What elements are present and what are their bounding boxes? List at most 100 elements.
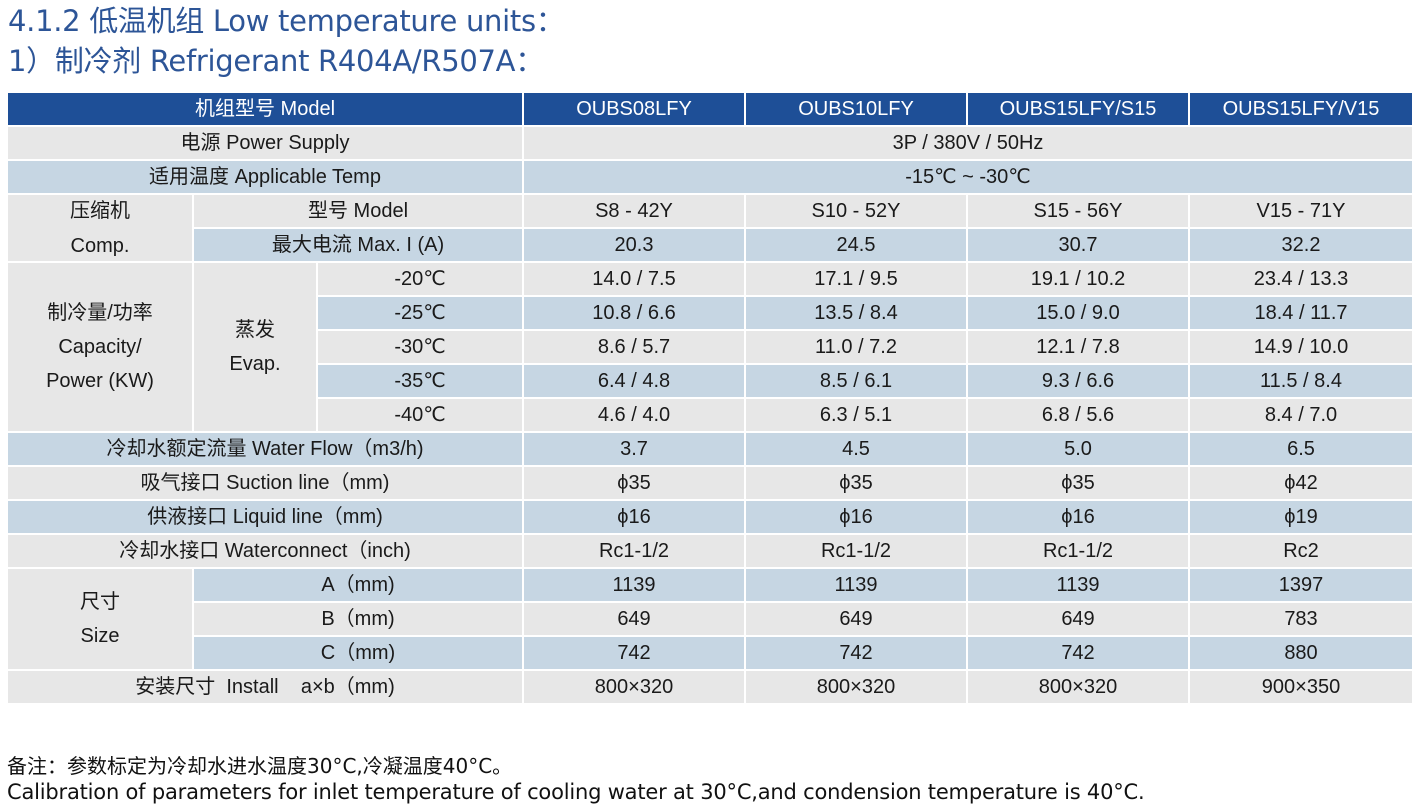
suction-line-row: 吸气接口 Suction line（mm) ϕ35 ϕ35 ϕ35 ϕ42 — [6, 465, 1414, 501]
capacity-cell: 8.5 / 6.1 — [744, 363, 968, 399]
capacity-row: 制冷量/功率 Capacity/ Power (KW) 蒸发 Evap. -20… — [6, 261, 1414, 433]
size-row: 尺寸 Size A（mm) 1139 1139 1139 1397 — [6, 567, 1414, 671]
evap-temp-label: -25℃ — [316, 295, 524, 331]
capacity-group-en2: Power (KW) — [46, 370, 154, 392]
size-cell: 649 — [744, 601, 968, 637]
capacity-group-label: 制冷量/功率 Capacity/ Power (KW) — [6, 261, 194, 433]
size-group-label: 尺寸 Size — [6, 567, 194, 671]
evap-temp-label: -35℃ — [316, 363, 524, 399]
compressor-group-en: Comp. — [70, 234, 130, 257]
capacity-cell: 8.6 / 5.7 — [522, 329, 746, 365]
max-current-2: 24.5 — [744, 227, 968, 263]
power-supply-row: 电源 Power Supply 3P / 380V / 50Hz — [6, 125, 1414, 161]
capacity-cell: 6.3 / 5.1 — [744, 397, 968, 433]
capacity-row: -40℃ 4.6 / 4.0 6.3 / 5.1 6.8 / 5.6 8.4 /… — [7, 397, 1414, 433]
capacity-group-cn: 制冷量/功率 — [47, 302, 153, 324]
liquid-line-cell: ϕ16 — [522, 499, 746, 535]
max-current-label: 最大电流 Max. I (A) — [192, 227, 524, 263]
size-group-cn: 尺寸 — [80, 591, 120, 613]
suction-line-cell: ϕ35 — [744, 465, 968, 501]
size-row: C（mm) 742 742 742 880 — [7, 635, 1414, 671]
capacity-cell: 15.0 / 9.0 — [966, 295, 1190, 331]
suction-line-cell: ϕ35 — [966, 465, 1190, 501]
waterconnect-cell: Rc1-1/2 — [744, 533, 968, 569]
waterconnect-row: 冷却水接口 Waterconnect（inch) Rc1-1/2 Rc1-1/2… — [6, 533, 1414, 569]
capacity-row: -35℃ 6.4 / 4.8 8.5 / 6.1 9.3 / 6.6 11.5 … — [7, 363, 1414, 399]
suction-line-cell: ϕ35 — [522, 465, 746, 501]
max-current-row: 最大电流 Max. I (A) 20.3 24.5 30.7 32.2 — [7, 227, 1414, 263]
max-current-3: 30.7 — [966, 227, 1190, 263]
water-flow-cell: 5.0 — [966, 431, 1190, 467]
water-flow-row: 冷却水额定流量 Water Flow（m3/h) 3.7 4.5 5.0 6.5 — [6, 431, 1414, 467]
size-cell: 742 — [522, 635, 746, 671]
capacity-cell: 12.1 / 7.8 — [966, 329, 1190, 365]
size-cell: 880 — [1188, 635, 1414, 671]
evap-cn: 蒸发 — [235, 319, 275, 341]
liquid-line-cell: ϕ16 — [966, 499, 1190, 535]
capacity-cell: 6.8 / 5.6 — [966, 397, 1190, 433]
compressor-model-row: 压缩机 Comp. 型号 Model S8 - 42Y S10 - 52Y S1… — [6, 193, 1414, 263]
waterconnect-cell: Rc1-1/2 — [522, 533, 746, 569]
size-cell: 1139 — [966, 567, 1190, 603]
capacity-cell: 17.1 / 9.5 — [744, 261, 968, 297]
section-heading: 4.1.2 低温机组 Low temperature units： — [8, 4, 565, 38]
model-header-label: 机组型号 Model — [6, 91, 524, 127]
capacity-cell: 23.4 / 13.3 — [1188, 261, 1414, 297]
capacity-cell: 4.6 / 4.0 — [522, 397, 746, 433]
note-cn: 备注：参数标定为冷却水进水温度30°C,冷凝温度40°C。 — [7, 754, 513, 778]
liquid-line-cell: ϕ16 — [744, 499, 968, 535]
capacity-cell: 11.5 / 8.4 — [1188, 363, 1414, 399]
applicable-temp-row: 适用温度 Applicable Temp -15℃ ~ -30℃ — [6, 159, 1414, 195]
install-label: 安装尺寸 Install a×b（mm) — [6, 669, 524, 705]
max-current-1: 20.3 — [522, 227, 746, 263]
liquid-line-row: 供液接口 Liquid line（mm) ϕ16 ϕ16 ϕ16 ϕ19 — [6, 499, 1414, 535]
evap-temp-label: -30℃ — [316, 329, 524, 365]
model-header-3: OUBS15LFY/S15 — [966, 91, 1190, 127]
power-supply-value: 3P / 380V / 50Hz — [522, 125, 1414, 161]
install-cell: 900×350 — [1188, 669, 1414, 705]
size-cell: 649 — [966, 601, 1190, 637]
size-cell: 1139 — [522, 567, 746, 603]
evap-temp-label: -40℃ — [316, 397, 524, 433]
size-dim-label: B（mm) — [192, 601, 524, 637]
liquid-line-cell: ϕ19 — [1188, 499, 1414, 535]
install-row: 安装尺寸 Install a×b（mm) 800×320 800×320 800… — [6, 669, 1414, 705]
model-header-1: OUBS08LFY — [522, 91, 746, 127]
applicable-temp-label: 适用温度 Applicable Temp — [6, 159, 524, 195]
size-cell: 783 — [1188, 601, 1414, 637]
compressor-model-2: S10 - 52Y — [744, 193, 968, 229]
water-flow-cell: 3.7 — [522, 431, 746, 467]
compressor-group-cn: 压缩机 — [70, 199, 130, 222]
model-header-4: OUBS15LFY/V15 — [1188, 91, 1414, 127]
size-cell: 742 — [966, 635, 1190, 671]
size-cell: 1397 — [1188, 567, 1414, 603]
waterconnect-cell: Rc2 — [1188, 533, 1414, 569]
install-cell: 800×320 — [744, 669, 968, 705]
water-flow-cell: 6.5 — [1188, 431, 1414, 467]
waterconnect-cell: Rc1-1/2 — [966, 533, 1190, 569]
size-dim-label: A（mm) — [192, 567, 524, 603]
size-cell: 1139 — [744, 567, 968, 603]
size-group-en: Size — [80, 625, 120, 647]
model-header-2: OUBS10LFY — [744, 91, 968, 127]
capacity-cell: 19.1 / 10.2 — [966, 261, 1190, 297]
install-cell: 800×320 — [966, 669, 1190, 705]
power-supply-label: 电源 Power Supply — [6, 125, 524, 161]
size-dim-label: C（mm) — [192, 635, 524, 671]
capacity-cell: 13.5 / 8.4 — [744, 295, 968, 331]
spec-table: 机组型号 Model OUBS08LFY OUBS10LFY OUBS15LFY… — [6, 91, 1414, 705]
water-flow-cell: 4.5 — [744, 431, 968, 467]
capacity-group-en1: Capacity/ — [58, 336, 142, 358]
liquid-line-label: 供液接口 Liquid line（mm) — [6, 499, 524, 535]
capacity-row: -30℃ 8.6 / 5.7 11.0 / 7.2 12.1 / 7.8 14.… — [7, 329, 1414, 365]
suction-line-cell: ϕ42 — [1188, 465, 1414, 501]
waterconnect-label: 冷却水接口 Waterconnect（inch) — [6, 533, 524, 569]
capacity-cell: 10.8 / 6.6 — [522, 295, 746, 331]
applicable-temp-value: -15℃ ~ -30℃ — [522, 159, 1414, 195]
water-flow-label: 冷却水额定流量 Water Flow（m3/h) — [6, 431, 524, 467]
capacity-cell: 11.0 / 7.2 — [744, 329, 968, 365]
size-cell: 649 — [522, 601, 746, 637]
compressor-group-label: 压缩机 Comp. — [6, 193, 194, 263]
refrigerant-heading: 1）制冷剂 Refrigerant R404A/R507A： — [8, 44, 544, 78]
compressor-model-3: S15 - 56Y — [966, 193, 1190, 229]
